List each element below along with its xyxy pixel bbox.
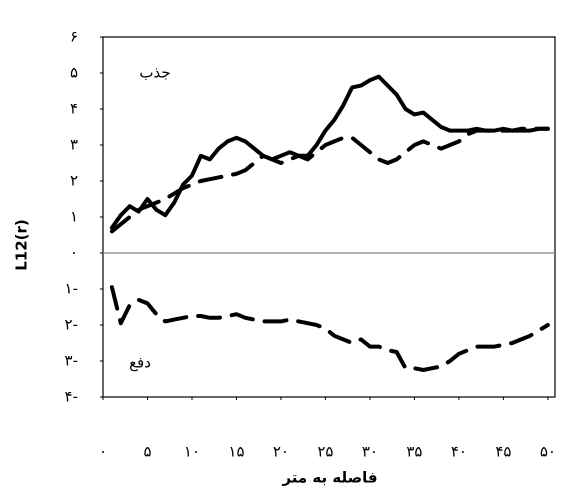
y-tick-label: ۱- — [65, 280, 78, 298]
series-line — [109, 74, 550, 230]
x-tick-label: ۲۰ — [273, 443, 289, 461]
annotation: دفع — [129, 354, 151, 372]
x-tick-label: ۴۵ — [495, 443, 511, 461]
x-tick-label: ۵۰ — [540, 443, 556, 461]
y-axis-label: L12(r) — [13, 219, 31, 271]
plot-frame — [102, 36, 556, 398]
y-tick-label: ۳ — [70, 136, 78, 154]
x-tick-label: ۵ — [143, 443, 151, 461]
y-tick-label: ۲- — [65, 316, 78, 334]
y-tick-label: ۱ — [70, 208, 78, 226]
series-line — [109, 285, 550, 372]
y-tick-label: ۴ — [70, 100, 78, 118]
series-line — [109, 126, 550, 234]
x-tick-label: ۱۰ — [184, 443, 200, 461]
x-tick-label: ۳۰ — [362, 443, 378, 461]
y-tick-label: ۶ — [70, 28, 78, 46]
y-tick-label: ۰ — [70, 244, 78, 262]
x-axis-label: فاصله به متر — [281, 469, 377, 487]
annotation: جذب — [139, 64, 170, 82]
x-tick-label: ۴۰ — [451, 443, 467, 461]
y-tick-label: ۵ — [70, 64, 78, 82]
y-tick-label: ۳- — [65, 352, 78, 370]
y-tick-label: ۲ — [70, 172, 78, 190]
x-tick-label: ۱۵ — [228, 443, 244, 461]
x-tick-label: ۳۵ — [406, 443, 422, 461]
x-tick-label: ۲۵ — [317, 443, 333, 461]
y-tick-label: ۴- — [65, 388, 78, 406]
x-tick-label: ۰ — [99, 443, 107, 461]
